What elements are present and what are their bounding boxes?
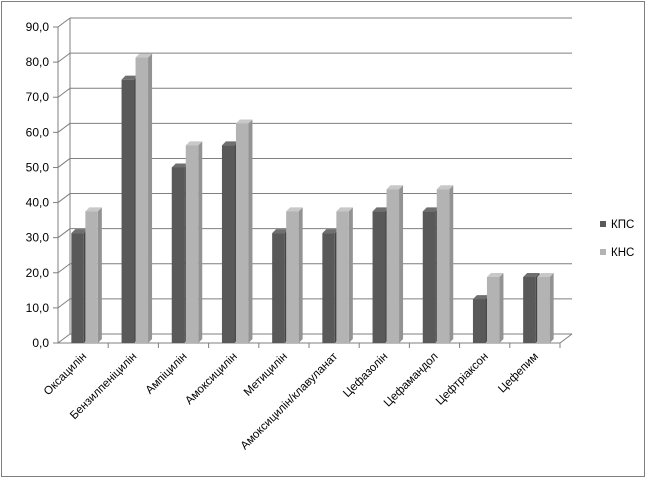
legend-swatch (600, 249, 606, 255)
gridline-depth (57, 333, 71, 344)
bar-front (537, 276, 550, 343)
bar-side (449, 185, 454, 343)
bar-top (135, 53, 153, 58)
bar-top (486, 272, 504, 277)
category-label: Цефепим (496, 351, 541, 396)
bar-front (286, 211, 299, 343)
bar-front (372, 211, 386, 343)
bar-front (523, 276, 536, 343)
bar-front (272, 233, 285, 343)
category-label: Метицилін (242, 351, 290, 399)
y-tick-label: 50,0 (26, 160, 50, 174)
bar (386, 185, 404, 343)
bar-side (97, 207, 102, 343)
bar-front (386, 189, 400, 343)
bar-top (436, 185, 454, 190)
y-tick-label: 40,0 (26, 196, 50, 210)
bar-top (221, 141, 239, 146)
bar (85, 207, 102, 343)
bar-front (436, 189, 450, 343)
bar (436, 185, 454, 343)
bar-front (135, 57, 149, 344)
bar (486, 272, 504, 343)
y-tick-label: 0,0 (32, 336, 49, 350)
bar-front (171, 167, 185, 343)
gridline-depth (57, 122, 71, 133)
gridline-depth (57, 193, 71, 203)
bar-side (399, 185, 404, 343)
category-label: Цефамандол (382, 351, 441, 410)
gridline-depth (57, 298, 71, 309)
bar-front (472, 299, 486, 343)
bar-top (71, 229, 88, 234)
bar (235, 119, 253, 343)
gridline-depth (57, 17, 71, 28)
bar (185, 141, 203, 343)
category-label: Амоксицилін (183, 351, 240, 408)
gridline-depth (57, 52, 71, 63)
y-tick-label: 70,0 (26, 90, 50, 104)
legend-label: КПС (611, 219, 634, 231)
bar-top (85, 207, 102, 212)
bar-top (235, 119, 253, 124)
legend: КПС КНС (600, 219, 634, 259)
bar (537, 272, 554, 343)
legend-label: КНС (611, 247, 634, 259)
category-label: Цефтріаксон (434, 351, 491, 408)
bar-front (221, 145, 235, 343)
y-tick-label: 20,0 (26, 266, 50, 280)
bar-front (85, 211, 98, 343)
bar-top (185, 141, 203, 146)
bar-front (235, 123, 249, 343)
gridline-depth (57, 228, 71, 239)
bar-front (486, 276, 500, 343)
y-tick-label: 90,0 (26, 20, 50, 34)
bar-side (499, 272, 504, 343)
bar-front (422, 211, 436, 343)
bar-side (198, 141, 203, 343)
bar-top (171, 163, 189, 168)
bar-side (298, 207, 303, 343)
bars (71, 53, 554, 344)
legend-swatch (600, 221, 606, 227)
bar (286, 207, 303, 343)
y-tick-label: 60,0 (26, 125, 50, 139)
bar-top (472, 295, 490, 300)
gridline-depth (57, 263, 71, 274)
bar-top (372, 207, 390, 212)
bar-top (322, 229, 339, 234)
category-label: Оксацилін (42, 351, 89, 398)
bar-side (248, 119, 253, 343)
gridline-depth (57, 158, 71, 168)
floor-edge (559, 333, 573, 344)
y-tick-label: 30,0 (26, 231, 50, 245)
category-label: Амоксицилін/клавуланат (239, 350, 341, 452)
bar-top (422, 207, 440, 212)
bar-top (386, 185, 404, 190)
y-tick-label: 80,0 (26, 55, 50, 69)
gridline-depth (57, 87, 71, 98)
bar-top (272, 229, 289, 234)
bar-side (549, 272, 554, 343)
category-label: Цефазолін (341, 351, 390, 400)
bar-side (148, 53, 153, 344)
bar-top (537, 272, 554, 277)
bar-top (523, 272, 540, 277)
bar-front (71, 233, 84, 343)
bar-front (185, 145, 199, 343)
category-label: Ампіцилін (144, 351, 190, 397)
bar-top (286, 207, 303, 212)
bar-front (336, 211, 349, 343)
bar-top (336, 207, 353, 212)
y-tick-label: 10,0 (26, 301, 50, 315)
bar-top (121, 75, 139, 80)
bar (336, 207, 353, 343)
bar-front (121, 79, 135, 344)
bar-side (348, 207, 353, 343)
bar-front (322, 233, 335, 343)
bar (135, 53, 153, 344)
